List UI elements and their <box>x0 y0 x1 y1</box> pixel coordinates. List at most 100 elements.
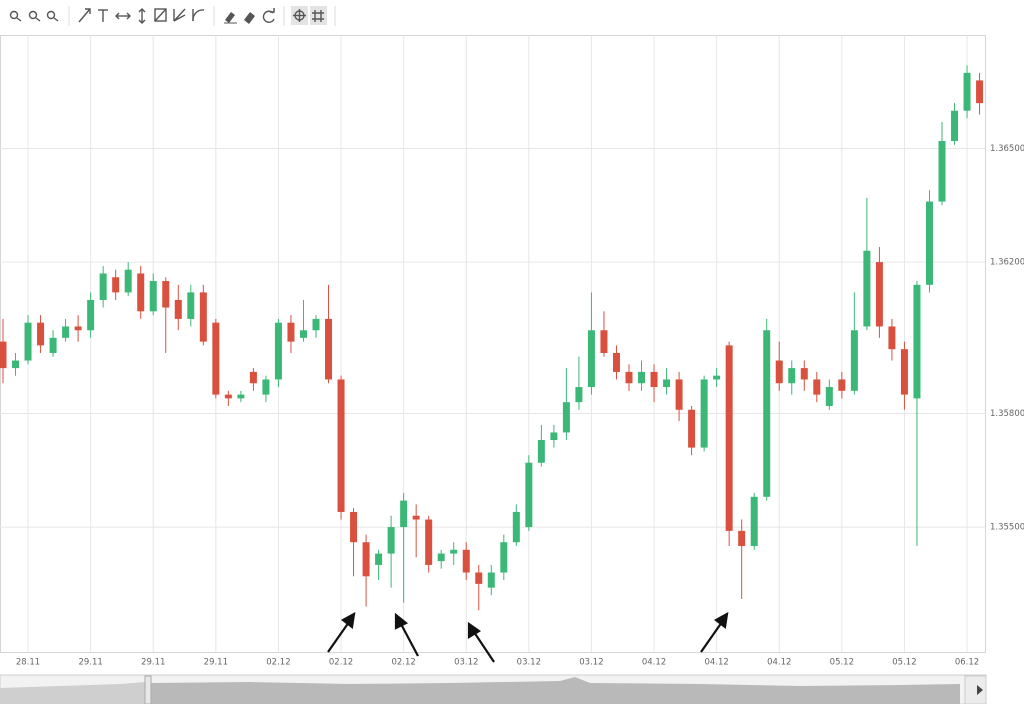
clear-all-tool[interactable] <box>244 12 255 24</box>
candle-body <box>813 379 821 395</box>
arrow-head <box>467 621 482 639</box>
arrow <box>700 621 723 653</box>
candle-body <box>562 402 570 433</box>
arrow-head <box>713 611 729 630</box>
candle-body <box>600 330 608 353</box>
x-tick-label: 03.12 <box>454 658 478 668</box>
candle-body <box>587 330 595 388</box>
eraser-tool[interactable] <box>224 12 237 24</box>
navigator[interactable] <box>0 674 987 704</box>
fibonacci-tool[interactable] <box>154 8 167 22</box>
candle-body <box>312 318 320 331</box>
zoom-out[interactable] <box>28 10 41 22</box>
x-tick-label: 29.11 <box>78 658 102 668</box>
toolbar <box>0 0 1024 32</box>
candle-body <box>199 292 207 342</box>
candle-body <box>249 371 257 384</box>
arrow-head <box>340 611 356 630</box>
toolbar-bg <box>0 0 1024 32</box>
scroll-arrow <box>977 685 983 695</box>
x-tick-label: 29.11 <box>141 658 165 668</box>
candle-body <box>825 387 833 406</box>
candle-body <box>475 572 483 584</box>
x-tick-label: 02.12 <box>266 658 290 668</box>
candle-body <box>74 326 82 331</box>
candles <box>0 65 984 611</box>
candle-body <box>87 299 95 331</box>
axis-labels: 1.36500 1.36200 1.35800 1.35500 28.11 29.11 29… <box>16 144 1024 667</box>
candle-body <box>37 322 45 346</box>
zoom-reset[interactable] <box>46 10 59 22</box>
candle-body <box>863 250 871 327</box>
candle-body <box>450 549 458 554</box>
candle-body <box>788 368 796 384</box>
candle-body <box>938 140 946 202</box>
x-tick-label: 03.12 <box>517 658 541 668</box>
candle-body <box>12 360 20 369</box>
candle-body <box>99 273 107 300</box>
navigator-area <box>0 682 146 704</box>
zoom-in[interactable] <box>9 10 22 22</box>
x-tick-label: 02.12 <box>329 658 353 668</box>
x-tick-label: 04.12 <box>767 658 791 668</box>
candle-body <box>625 371 633 384</box>
x-tick-label: 04.12 <box>704 658 728 668</box>
candle-body <box>612 352 620 372</box>
x-tick-label: 05.12 <box>892 658 916 668</box>
horizontal-measure-tool[interactable] <box>115 12 131 20</box>
candle-body <box>976 80 984 104</box>
candle-body <box>187 292 195 319</box>
candle-body <box>963 72 971 111</box>
x-tick-label: 06.12 <box>955 658 979 668</box>
candle-body <box>124 269 132 293</box>
candle-body <box>212 322 220 395</box>
candle-body <box>149 281 157 312</box>
x-tick-label: 05.12 <box>830 658 854 668</box>
candle-body <box>750 496 758 547</box>
arrow <box>327 621 350 653</box>
candle-body <box>274 322 282 380</box>
grid-toggle[interactable] <box>310 6 327 25</box>
candle-body <box>462 549 470 573</box>
arrow-head <box>394 612 409 630</box>
trend-line-tool[interactable] <box>78 8 91 23</box>
arc-tool[interactable] <box>192 9 205 22</box>
candle-body <box>663 379 671 388</box>
candle-body <box>537 440 545 463</box>
fan-tool[interactable] <box>173 8 186 22</box>
candle-body <box>900 349 908 395</box>
candle-body <box>112 277 120 293</box>
candle-body <box>638 371 646 384</box>
candle-body <box>437 553 445 562</box>
x-tick-label: 04.12 <box>642 658 666 668</box>
candle-body <box>400 500 408 528</box>
arrow <box>400 623 419 657</box>
candle-body <box>838 379 846 391</box>
candle-body <box>951 110 959 141</box>
candle-body <box>62 326 70 338</box>
x-tick-label: 02.12 <box>391 658 415 668</box>
text-tool[interactable] <box>98 9 108 22</box>
scroll-button[interactable] <box>964 675 987 704</box>
candle-body <box>725 345 733 531</box>
refresh[interactable] <box>262 8 275 23</box>
candle-body <box>162 281 170 308</box>
candle-body <box>525 462 533 528</box>
annotation-arrows <box>327 611 729 663</box>
candle-body <box>675 379 683 410</box>
candle-body <box>875 262 883 327</box>
vertical-measure-tool[interactable] <box>138 8 146 24</box>
navigator-handle[interactable] <box>144 675 152 704</box>
crosshair-toggle[interactable] <box>291 6 308 25</box>
candle-body <box>850 330 858 391</box>
candle-body <box>775 360 783 384</box>
candle-body <box>137 273 145 312</box>
candle-body <box>713 375 721 380</box>
y-tick-label: 1.36500 <box>990 144 1024 154</box>
candle-body <box>237 394 245 399</box>
candle-body <box>350 511 358 543</box>
candle-body <box>425 519 433 565</box>
arrow <box>473 631 495 663</box>
candle-body <box>337 379 345 512</box>
